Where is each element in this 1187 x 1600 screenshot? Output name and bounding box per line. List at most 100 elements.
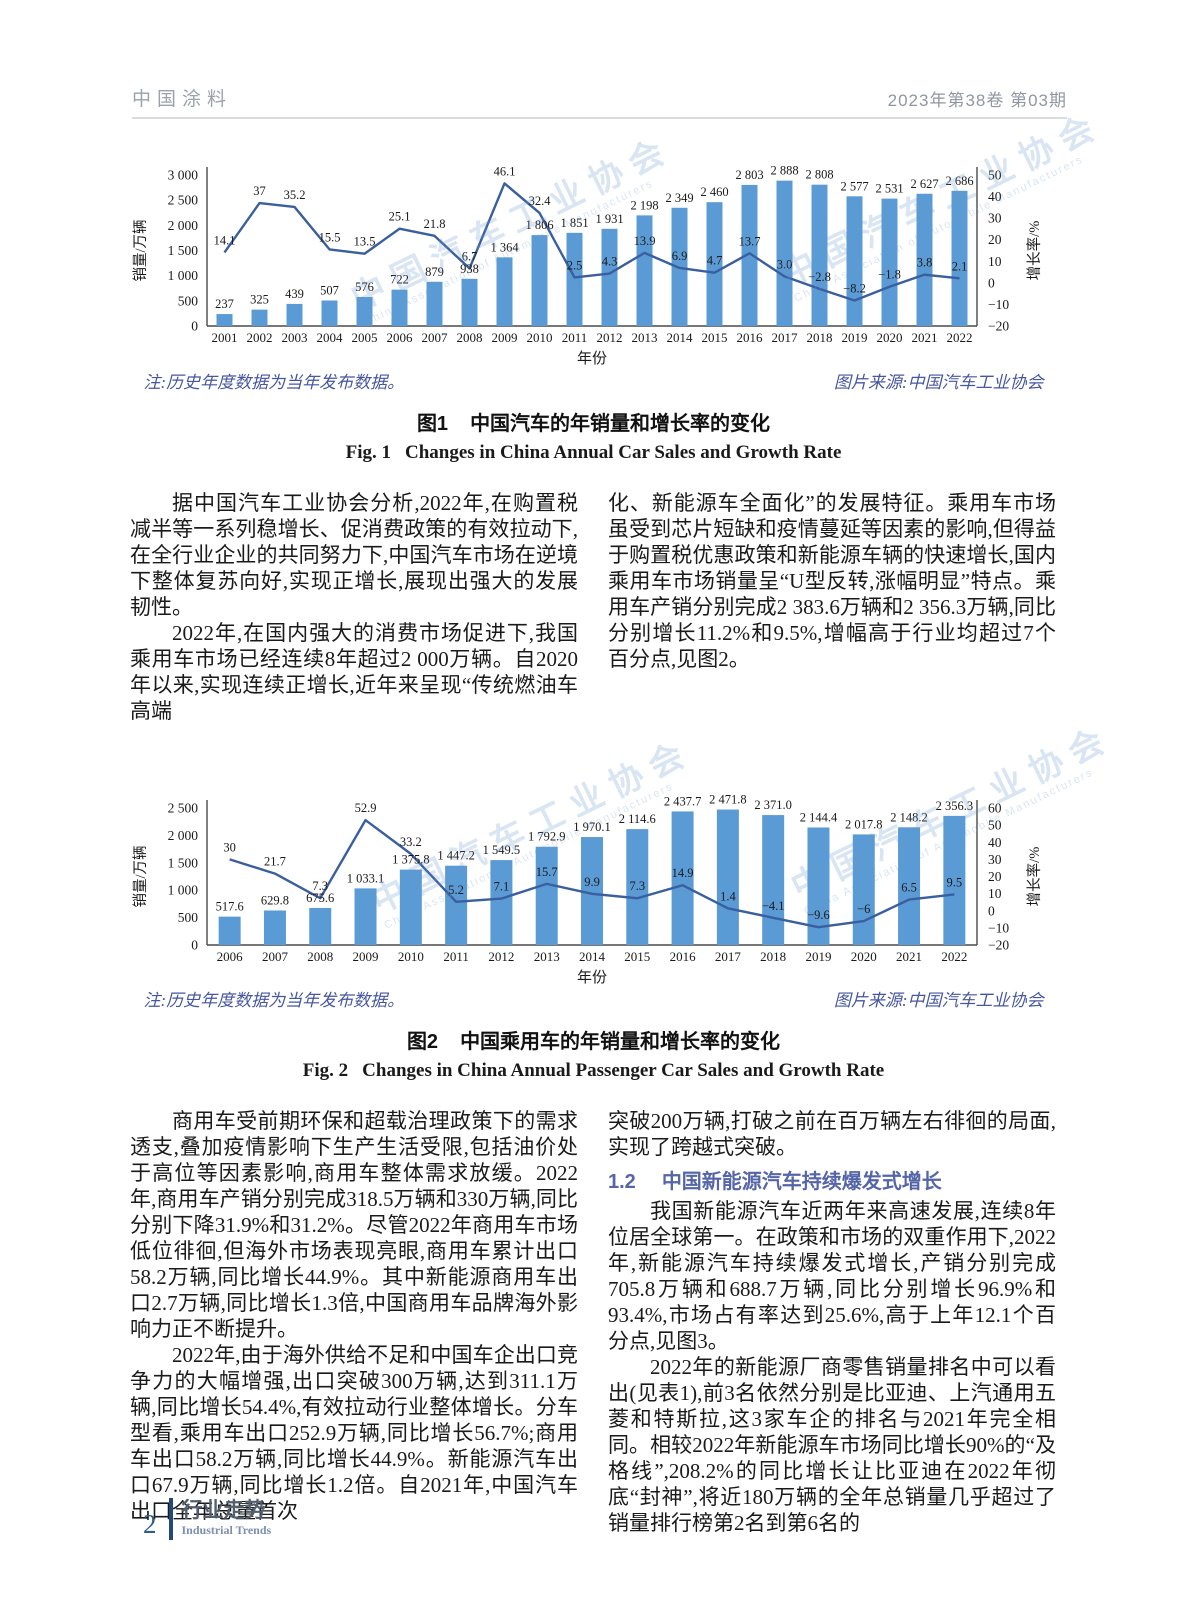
- svg-text:2011: 2011: [443, 949, 469, 964]
- svg-text:2019: 2019: [841, 330, 867, 345]
- svg-text:2016: 2016: [669, 949, 696, 964]
- svg-text:576: 576: [355, 280, 374, 294]
- svg-text:1 500: 1 500: [167, 243, 198, 258]
- text-column-left: 据中国汽车工业协会分析,2022年,在购置税减半等一系列稳增长、促消费政策的有效…: [130, 490, 578, 724]
- svg-text:500: 500: [177, 293, 198, 308]
- svg-text:2010: 2010: [526, 330, 552, 345]
- svg-text:2013: 2013: [533, 949, 559, 964]
- svg-text:2 000: 2 000: [167, 828, 198, 843]
- section-number: 1.2: [608, 1171, 636, 1193]
- svg-text:10: 10: [988, 254, 1002, 269]
- svg-text:年份: 年份: [576, 969, 606, 986]
- svg-text:2021: 2021: [896, 949, 922, 964]
- svg-text:3 000: 3 000: [167, 168, 198, 183]
- figure1-caption: 图1 中国汽车的年销量和增长率的变化 Fig. 1 Changes in China…: [0, 407, 1187, 464]
- svg-text:14.9: 14.9: [671, 866, 693, 880]
- svg-text:30: 30: [223, 840, 236, 854]
- svg-text:2007: 2007: [261, 949, 288, 964]
- svg-text:14.1: 14.1: [213, 233, 235, 247]
- svg-text:40: 40: [988, 835, 1002, 850]
- svg-text:2 888: 2 888: [770, 164, 798, 178]
- svg-text:−8.2: −8.2: [843, 282, 866, 296]
- svg-text:2018: 2018: [760, 949, 786, 964]
- svg-text:−20: −20: [988, 319, 1009, 334]
- svg-text:50: 50: [988, 168, 1002, 183]
- svg-text:507: 507: [320, 283, 339, 297]
- paragraph: 化、新能源车全面化”的发展特征。乘用车市场虽受到芯片短缺和疫情蔓延等因素的影响,…: [608, 491, 1056, 671]
- svg-text:−6: −6: [857, 902, 870, 916]
- svg-text:20: 20: [988, 869, 1002, 884]
- svg-text:46.1: 46.1: [493, 164, 515, 178]
- svg-text:2006: 2006: [386, 330, 413, 345]
- svg-text:1 851: 1 851: [560, 216, 588, 230]
- svg-text:2021: 2021: [911, 330, 937, 345]
- svg-text:2 531: 2 531: [875, 182, 903, 196]
- svg-text:2013: 2013: [631, 330, 657, 345]
- svg-text:325: 325: [250, 293, 269, 307]
- svg-text:1.4: 1.4: [720, 889, 736, 903]
- svg-text:35.2: 35.2: [283, 188, 305, 202]
- svg-text:1 549.5: 1 549.5: [482, 843, 519, 857]
- svg-text:2015: 2015: [624, 949, 650, 964]
- page-header: 中国涂料 2023年第38卷 第03期: [132, 84, 1067, 119]
- svg-text:2008: 2008: [456, 330, 482, 345]
- footer-section-cn: 行业走势: [181, 1499, 266, 1523]
- journal-name: 中国涂料: [132, 89, 233, 110]
- svg-text:1 000: 1 000: [167, 268, 198, 283]
- svg-text:40: 40: [988, 189, 1002, 204]
- svg-text:0: 0: [191, 938, 198, 953]
- svg-text:5.2: 5.2: [448, 883, 464, 897]
- paragraph: 商用车受前期环保和超载治理政策下的需求透支,叠加疫情影响下生产生活受限,包括油价…: [130, 1109, 578, 1341]
- svg-text:2 500: 2 500: [167, 193, 198, 208]
- figure2-caption-label-cn: 图2: [406, 1031, 439, 1053]
- svg-text:2012: 2012: [488, 949, 514, 964]
- svg-text:2 808: 2 808: [805, 168, 833, 182]
- svg-text:2012: 2012: [596, 330, 622, 345]
- svg-text:722: 722: [390, 273, 409, 287]
- svg-text:50: 50: [988, 818, 1002, 833]
- svg-text:2018: 2018: [806, 330, 832, 345]
- svg-text:−10: −10: [988, 920, 1009, 935]
- svg-text:2 577: 2 577: [840, 179, 868, 193]
- paragraph: 2022年,在国内强大的消费市场促进下,我国乘用车市场已经连续8年超过2 000…: [130, 621, 578, 723]
- text-column-right: 突破200万辆,打破之前在百万辆左右徘徊的局面,实现了跨越式突破。 1.2 中国新…: [608, 1108, 1056, 1536]
- svg-text:2 686: 2 686: [945, 174, 973, 188]
- figure1-caption-text-en: Changes in China Annual Car Sales and Gr…: [404, 442, 842, 463]
- svg-text:2022: 2022: [941, 949, 967, 964]
- svg-text:439: 439: [285, 287, 304, 301]
- figure2-caption-text-en: Changes in China Annual Passenger Car Sa…: [362, 1060, 885, 1081]
- svg-text:1 000: 1 000: [167, 883, 198, 898]
- svg-text:2017: 2017: [714, 949, 741, 964]
- svg-text:2017: 2017: [771, 330, 798, 345]
- section-title: 中国新能源汽车持续爆发式增长: [661, 1171, 942, 1193]
- svg-text:2009: 2009: [491, 330, 517, 345]
- svg-text:1 970.1: 1 970.1: [573, 820, 611, 834]
- page-footer: 2 行业走势 Industrial Trends: [143, 1498, 271, 1540]
- svg-text:2005: 2005: [351, 330, 377, 345]
- svg-text:2020: 2020: [850, 949, 876, 964]
- svg-text:15.5: 15.5: [318, 230, 340, 244]
- figure2-source: 图片来源:中国汽车工业协会: [833, 991, 1044, 1010]
- svg-text:−9.6: −9.6: [807, 908, 830, 922]
- svg-text:0: 0: [988, 903, 995, 918]
- figure2-caption-label-en: Fig. 2: [302, 1060, 349, 1081]
- svg-text:2008: 2008: [307, 949, 333, 964]
- svg-text:2003: 2003: [281, 330, 307, 345]
- footer-section-en: Industrial Trends: [181, 1522, 272, 1537]
- svg-text:4.7: 4.7: [706, 254, 722, 268]
- svg-text:2002: 2002: [246, 330, 272, 345]
- figure2-caption-text-cn: 中国乘用车的年销量和增长率的变化: [460, 1031, 781, 1053]
- svg-text:10: 10: [988, 886, 1002, 901]
- svg-text:500: 500: [177, 910, 198, 925]
- svg-text:1 364: 1 364: [490, 240, 519, 254]
- svg-text:1 033.1: 1 033.1: [346, 871, 384, 885]
- svg-text:629.8: 629.8: [260, 893, 288, 907]
- svg-text:2007: 2007: [421, 330, 448, 345]
- svg-text:4.3: 4.3: [601, 255, 617, 269]
- svg-text:3.0: 3.0: [776, 257, 792, 271]
- svg-text:879: 879: [425, 265, 444, 279]
- svg-text:2 471.8: 2 471.8: [709, 793, 747, 807]
- svg-text:2 349: 2 349: [665, 191, 693, 205]
- figure1-source: 图片来源:中国汽车工业协会: [833, 373, 1044, 392]
- paragraph: 我国新能源汽车近两年来高速发展,连续8年位居全球第一。在政策和市场的双重作用下,…: [608, 1199, 1056, 1353]
